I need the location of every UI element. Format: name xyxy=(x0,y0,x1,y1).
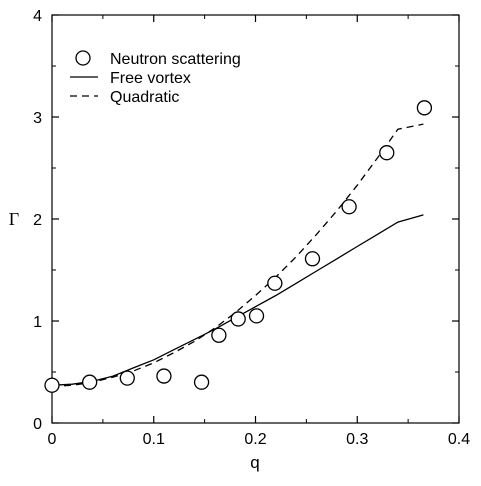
y-tick-label: 3 xyxy=(33,110,42,127)
y-tick-label: 0 xyxy=(33,416,42,433)
data-point xyxy=(341,199,357,215)
x-tick-label: 0.2 xyxy=(244,431,266,448)
data-point xyxy=(379,145,395,161)
x-tick-label: 0.3 xyxy=(346,431,368,448)
legend-marker-circle xyxy=(75,50,91,66)
y-axis-label: Γ xyxy=(9,209,19,229)
legend-label: Free vortex xyxy=(110,70,191,87)
axis-ticks xyxy=(51,14,460,424)
x-axis-label: q xyxy=(250,453,259,472)
data-point xyxy=(211,327,227,343)
x-tick-labels: 0 0.1 0.2 0.3 0.4 xyxy=(48,431,471,448)
legend-label: Neutron scattering xyxy=(110,51,241,68)
legend: Neutron scattering Free vortex Quadratic xyxy=(70,50,241,106)
quadratic-line xyxy=(51,123,424,387)
x-tick-label: 0.4 xyxy=(448,431,470,448)
x-tick-label: 0.1 xyxy=(143,431,165,448)
series-lines xyxy=(51,123,424,387)
data-point xyxy=(230,311,246,327)
y-tick-label: 4 xyxy=(33,8,42,25)
data-point xyxy=(193,374,210,390)
data-point xyxy=(267,275,283,291)
free-vortex-line xyxy=(51,214,424,386)
data-point xyxy=(304,251,321,267)
data-point xyxy=(248,308,265,324)
legend-label: Quadratic xyxy=(110,89,179,106)
data-point xyxy=(156,368,172,384)
data-point xyxy=(81,374,98,390)
data-point xyxy=(119,370,135,386)
y-tick-label: 1 xyxy=(33,314,42,331)
series-markers xyxy=(44,100,433,393)
data-point xyxy=(416,100,433,116)
x-tick-label: 0 xyxy=(48,431,57,448)
data-point xyxy=(44,377,60,393)
y-tick-labels: 0 1 2 3 4 xyxy=(33,8,42,433)
y-tick-label: 2 xyxy=(33,212,42,229)
